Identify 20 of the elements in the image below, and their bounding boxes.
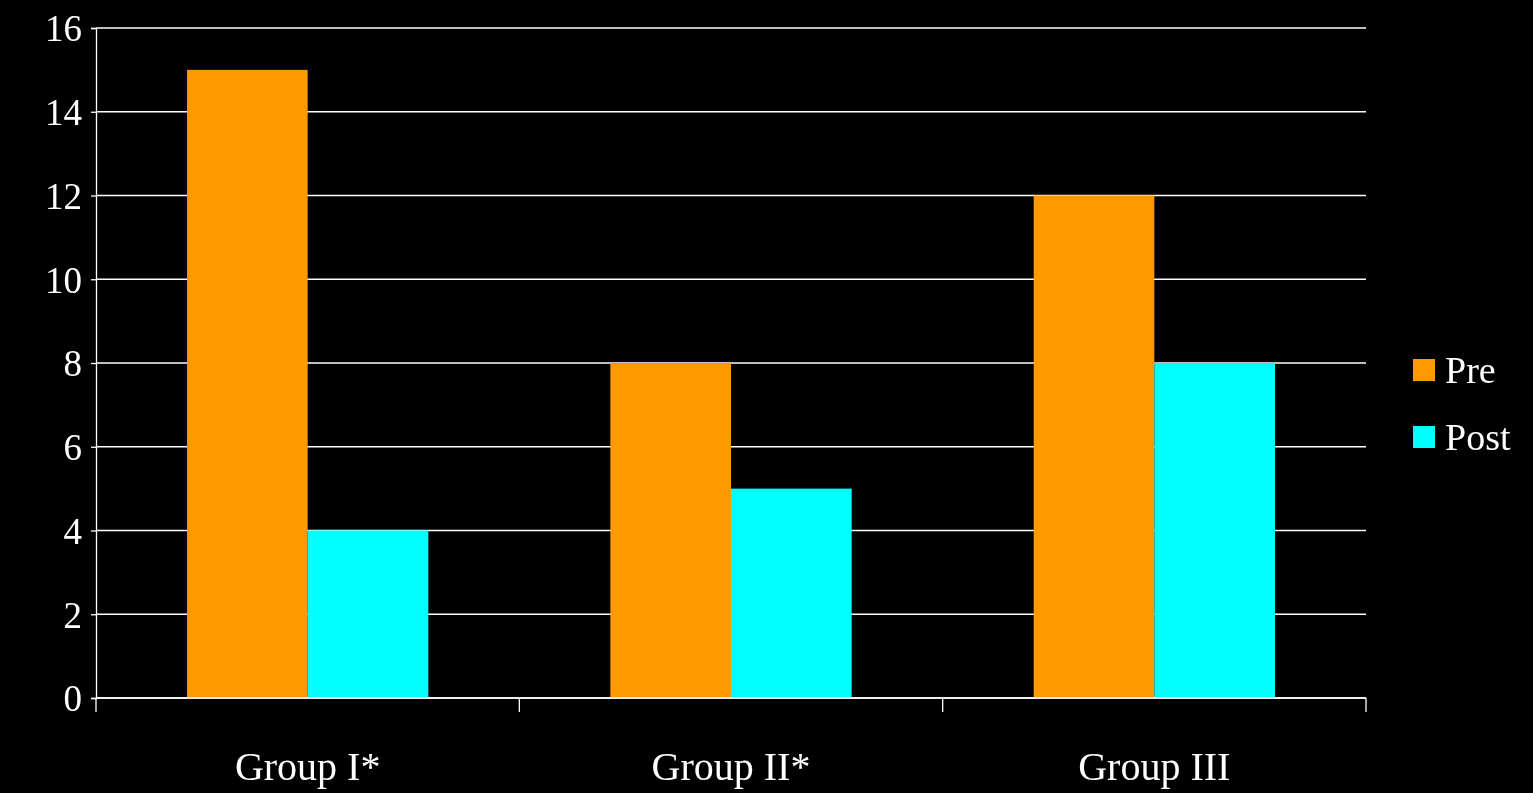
bar [610,363,731,698]
bar [731,488,852,698]
bar [307,530,429,698]
x-tick-label: Group III [1078,744,1231,789]
y-tick-label: 8 [63,343,82,385]
y-tick-label: 6 [63,427,82,469]
x-tick-label: Group II* [651,744,811,789]
y-tick-label: 12 [45,175,82,217]
y-tick-label: 10 [45,259,82,301]
y-tick-label: 16 [45,8,82,50]
y-tick-label: 0 [63,678,82,720]
y-tick-label: 2 [63,594,82,636]
y-tick-label: 14 [45,92,82,134]
bar [1033,195,1155,698]
y-tick-label: 4 [63,510,82,552]
legend-label: Pre [1445,349,1496,392]
bar [1154,363,1275,698]
bar [187,69,308,698]
legend-label: Post [1445,416,1511,459]
x-tick-label: Group I* [234,744,381,789]
